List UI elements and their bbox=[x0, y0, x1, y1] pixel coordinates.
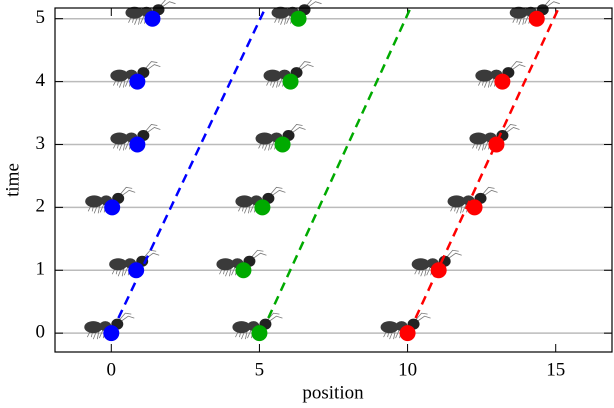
ant-antenna bbox=[290, 124, 306, 133]
y-tick-label: 5 bbox=[36, 7, 46, 28]
point bbox=[251, 325, 268, 342]
ant-antenna bbox=[482, 186, 498, 196]
ant-abdomen bbox=[380, 321, 399, 334]
point bbox=[104, 199, 121, 216]
point bbox=[129, 73, 146, 90]
ant-abdomen bbox=[263, 69, 282, 82]
ant-abdomen bbox=[85, 195, 104, 208]
ant-antenna bbox=[251, 249, 267, 259]
y-tick-label: 1 bbox=[36, 259, 46, 280]
ant-antenna bbox=[118, 312, 135, 322]
ant-abdomen bbox=[255, 132, 274, 145]
y-tick-label: 3 bbox=[36, 133, 46, 154]
ant-antenna bbox=[510, 61, 526, 70]
ant-abdomen bbox=[469, 132, 488, 145]
point bbox=[528, 10, 545, 27]
trend-line bbox=[414, 7, 560, 319]
x-axis-label: position bbox=[302, 382, 364, 403]
ant-antenna bbox=[306, 0, 322, 8]
ant-antenna bbox=[544, 0, 560, 8]
ant-abdomen bbox=[110, 69, 129, 82]
ant-abdomen bbox=[84, 321, 103, 334]
ant-antenna bbox=[119, 186, 136, 196]
trend-line bbox=[117, 7, 267, 319]
point bbox=[274, 136, 291, 153]
ant-abdomen bbox=[447, 195, 466, 208]
x-tick-label: 15 bbox=[546, 359, 565, 380]
point bbox=[399, 325, 416, 342]
ant-abdomen bbox=[125, 6, 144, 19]
ant-icon bbox=[109, 249, 160, 277]
ant-abdomen bbox=[110, 132, 129, 145]
y-axis-label: time bbox=[2, 163, 23, 197]
point bbox=[129, 136, 146, 153]
ant-abdomen bbox=[271, 6, 290, 19]
x-tick-label: 0 bbox=[107, 359, 117, 380]
point bbox=[144, 10, 161, 27]
y-tick-label: 4 bbox=[36, 70, 46, 91]
ant-antenna bbox=[145, 124, 161, 133]
x-tick-label: 10 bbox=[398, 359, 417, 380]
ant-abdomen bbox=[475, 69, 494, 82]
ant-icon bbox=[447, 186, 498, 214]
point bbox=[466, 199, 483, 216]
y-tick-label: 2 bbox=[36, 196, 46, 217]
point bbox=[235, 262, 252, 279]
ant-icon bbox=[411, 249, 462, 277]
point bbox=[290, 10, 307, 27]
y-tick-label: 0 bbox=[36, 321, 46, 342]
plot-frame bbox=[54, 7, 613, 353]
ant-abdomen bbox=[232, 321, 251, 334]
ant-abdomen bbox=[109, 258, 128, 271]
ant-antenna bbox=[415, 312, 431, 322]
point bbox=[103, 325, 120, 342]
ant-antenna bbox=[504, 124, 520, 133]
ant-antenna bbox=[270, 186, 286, 196]
point bbox=[282, 73, 299, 90]
ant-antenna bbox=[160, 0, 176, 8]
ant-antenna bbox=[446, 249, 462, 259]
ant-abdomen bbox=[509, 6, 528, 19]
ant-abdomen bbox=[411, 258, 430, 271]
trend-line bbox=[267, 7, 412, 319]
ant-abdomen bbox=[235, 195, 254, 208]
ant-antenna bbox=[145, 61, 161, 70]
point bbox=[494, 73, 511, 90]
ant-antenna bbox=[298, 61, 314, 70]
x-tick-label: 5 bbox=[255, 359, 265, 380]
point bbox=[488, 136, 505, 153]
ant-abdomen bbox=[216, 258, 235, 271]
point bbox=[254, 199, 271, 216]
